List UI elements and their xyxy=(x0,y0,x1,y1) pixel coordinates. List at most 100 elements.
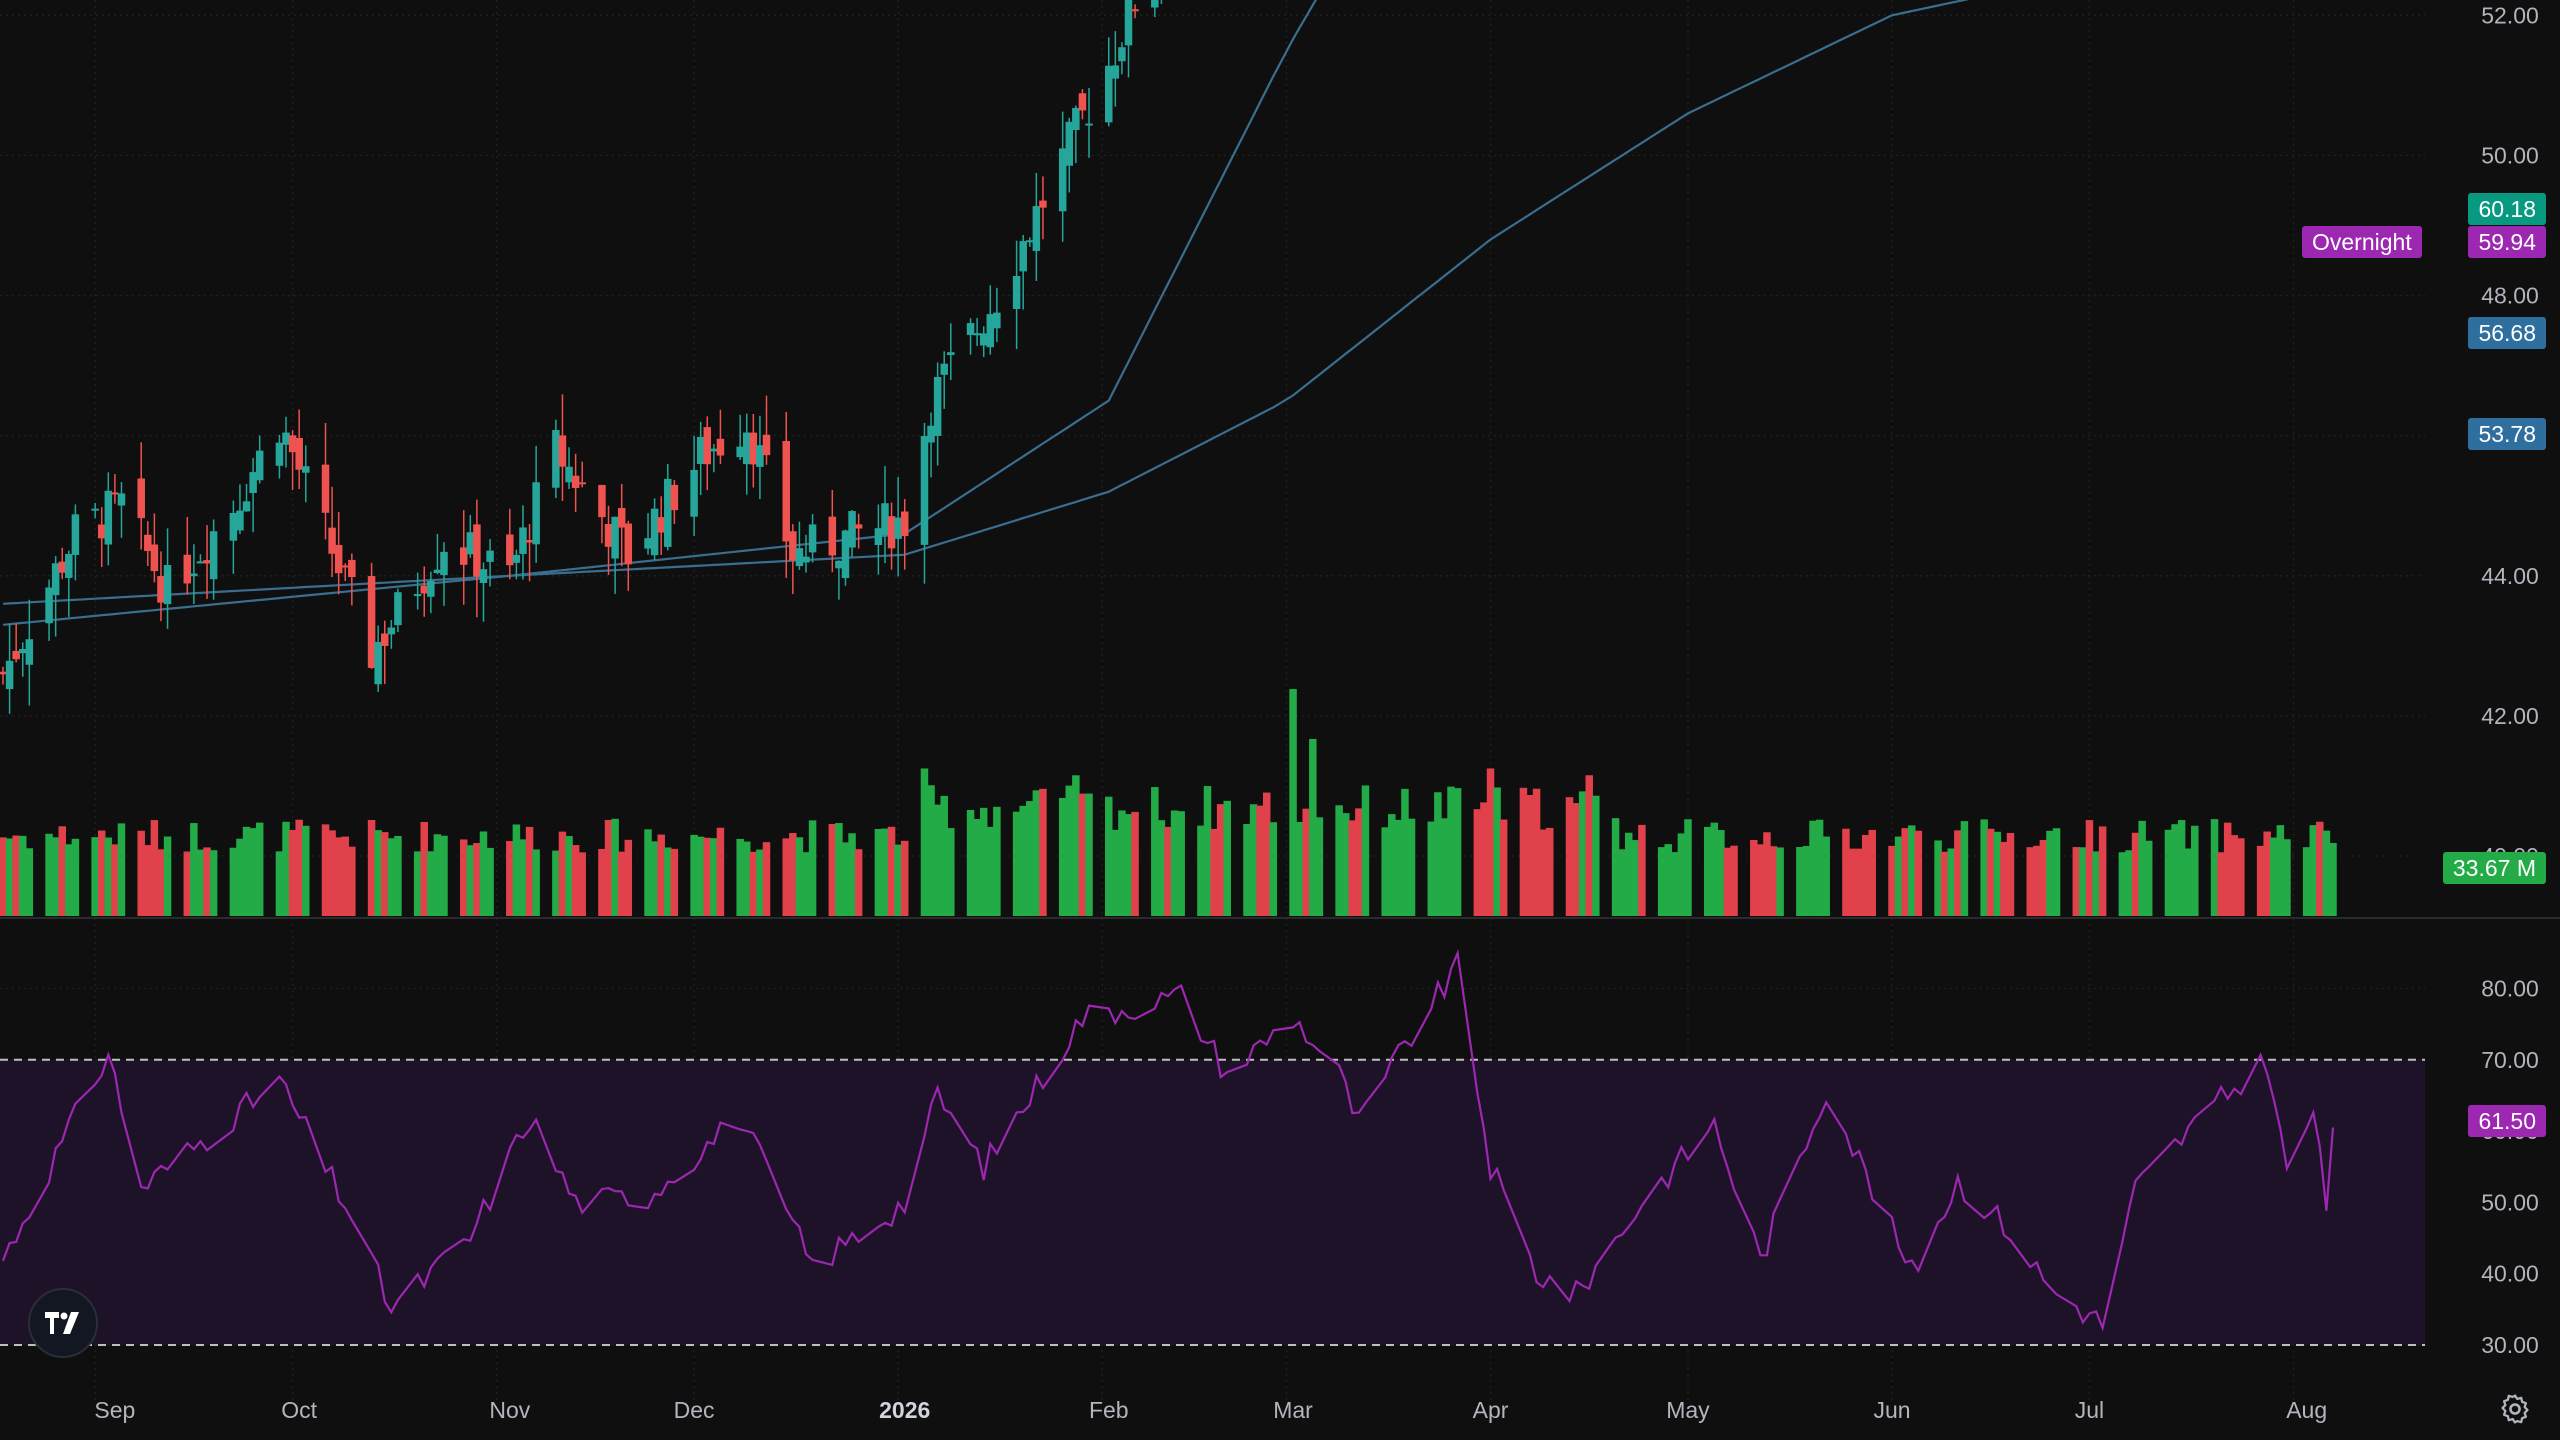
rsi-tick-label: 70.00 xyxy=(2481,1047,2539,1073)
candle-body xyxy=(1019,241,1027,272)
candle-body xyxy=(1026,240,1034,243)
candle-body xyxy=(789,531,797,561)
volume-bar xyxy=(229,847,238,916)
rsi-tick-label: 40.00 xyxy=(2481,1261,2539,1287)
volume-bar xyxy=(1717,830,1725,916)
volume-bar xyxy=(2138,820,2146,916)
volume-bar xyxy=(617,851,626,916)
volume-bar xyxy=(1039,788,1047,916)
candle-body xyxy=(756,445,764,467)
volume-bar xyxy=(756,849,764,916)
candle-body xyxy=(190,573,198,577)
overnight-label: Overnight xyxy=(2302,226,2422,258)
volume-bar xyxy=(2144,840,2153,916)
candle-body xyxy=(282,432,290,445)
volume-bar xyxy=(1710,822,1719,916)
volume-bar xyxy=(1124,814,1133,916)
candle-body xyxy=(420,585,428,594)
volume-bar xyxy=(1750,839,1758,916)
candle-body xyxy=(571,475,580,488)
volume-bar xyxy=(854,849,863,916)
volume-bar xyxy=(986,826,995,916)
volume-bar xyxy=(710,838,718,916)
candle-body xyxy=(736,446,744,458)
candle-body xyxy=(927,425,935,443)
candle-body xyxy=(874,528,883,546)
volume-bar xyxy=(2210,819,2219,916)
time-tick-label: May xyxy=(1666,1397,1710,1423)
volume-bar xyxy=(571,845,580,916)
volume-bar xyxy=(479,831,488,916)
volume-bar xyxy=(1309,738,1317,916)
volume-bar xyxy=(459,839,468,916)
candle-body xyxy=(1118,47,1126,62)
moving-average-lines xyxy=(2,0,1970,626)
candle-body xyxy=(670,484,679,511)
volume-bars xyxy=(0,689,2337,916)
rsi-band-fill xyxy=(0,1059,2425,1345)
time-tick-label: Feb xyxy=(1089,1397,1129,1423)
volume-bar xyxy=(604,819,613,916)
volume-bar xyxy=(2046,830,2054,916)
volume-bar xyxy=(1539,829,1547,916)
volume-bar xyxy=(762,842,771,916)
volume-bar xyxy=(2217,852,2225,916)
ma-fast-price-tag: 56.68 xyxy=(2468,317,2546,349)
candle-body xyxy=(440,551,448,576)
candle-body xyxy=(381,633,389,646)
volume-bar xyxy=(104,837,113,916)
volume-bar xyxy=(348,846,356,916)
volume-bar xyxy=(2256,845,2265,916)
candle-body xyxy=(473,524,481,577)
volume-bar xyxy=(835,823,843,916)
volume-bar xyxy=(1940,851,1949,916)
volume-bar xyxy=(2164,829,2173,916)
volume-bar xyxy=(1723,847,1732,916)
volume-bar xyxy=(249,828,257,916)
candle-body xyxy=(91,508,99,511)
volume-bar xyxy=(1493,787,1501,916)
candle-body xyxy=(835,560,843,569)
volume-bar xyxy=(1802,846,1811,916)
volume-bar xyxy=(1611,818,1620,916)
time-tick-label: Sep xyxy=(94,1397,135,1423)
volume-bar xyxy=(150,820,159,916)
candle-body xyxy=(0,671,7,675)
volume-bar xyxy=(624,839,633,916)
candle-body xyxy=(427,581,435,597)
volume-bar xyxy=(1631,840,1640,916)
volume-bar xyxy=(795,837,804,916)
candle-body xyxy=(664,478,672,547)
volume-bar xyxy=(71,838,80,916)
candle-body xyxy=(650,508,659,556)
tradingview-logo-icon[interactable] xyxy=(28,1288,98,1358)
gear-icon[interactable] xyxy=(2498,1392,2532,1426)
volume-bar xyxy=(387,838,396,916)
volume-bar xyxy=(696,836,705,916)
volume-bar xyxy=(525,826,534,916)
volume-bar xyxy=(1657,847,1666,916)
volume-bar xyxy=(947,828,955,916)
candle-body xyxy=(506,534,514,566)
candle-body xyxy=(940,363,948,375)
volume-bar xyxy=(1427,821,1436,916)
candle-body xyxy=(255,450,264,481)
volume-bar xyxy=(1065,785,1074,916)
volume-bar xyxy=(111,844,119,916)
volume-bar xyxy=(1078,793,1087,916)
volume-bar xyxy=(1335,805,1343,916)
volume-bar xyxy=(743,841,751,916)
candle-body xyxy=(275,442,284,466)
volume-bar xyxy=(1499,819,1508,916)
volume-bar xyxy=(1105,796,1113,916)
volume-bar xyxy=(427,851,435,916)
volume-bar xyxy=(2079,847,2087,916)
volume-bar xyxy=(1776,847,1784,916)
volume-bar xyxy=(1157,820,1166,916)
candle-body xyxy=(624,523,633,565)
candle-body xyxy=(900,511,909,537)
candle-body xyxy=(973,333,981,336)
volume-bar xyxy=(1243,823,1251,916)
rsi-tick-label: 50.00 xyxy=(2481,1189,2539,1215)
